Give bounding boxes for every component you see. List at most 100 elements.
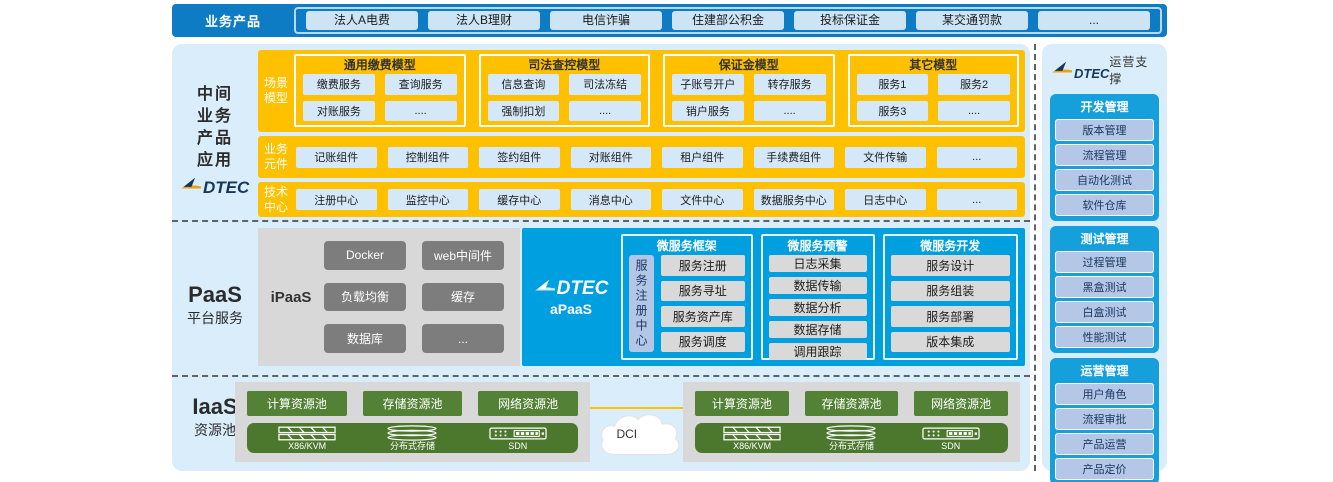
ops-item-button[interactable]: 流程管理 xyxy=(1055,144,1154,166)
microservice-button[interactable]: 日志采集 xyxy=(768,255,867,272)
tech-center-button[interactable]: ... xyxy=(936,189,1017,210)
business-product-button[interactable]: 法人B理财 xyxy=(428,11,540,30)
scene-group-title: 其它模型 xyxy=(909,58,958,72)
service-button[interactable]: 服务1 xyxy=(856,74,929,95)
service-button[interactable]: 缴费服务 xyxy=(303,74,375,95)
device-label: X86/KVM xyxy=(288,440,327,451)
service-button[interactable]: 服务2 xyxy=(938,74,1010,95)
tech-centers-label: 技术 中心 xyxy=(263,184,288,214)
dtec-logo: DTEC xyxy=(1051,60,1109,80)
resource-pool-button[interactable]: 计算资源池 xyxy=(695,391,789,416)
service-button[interactable]: 强制扣划 xyxy=(487,100,560,121)
iaas-cluster-left: 计算资源池 存储资源池 网络资源池 X86/KVM xyxy=(235,382,590,462)
ops-item-button[interactable]: 过程管理 xyxy=(1055,251,1154,273)
service-button[interactable]: 子账号开户 xyxy=(672,74,744,95)
resource-pool-button[interactable]: 网络资源池 xyxy=(478,391,579,416)
component-button[interactable]: 对账组件 xyxy=(570,146,651,168)
ipaas-service-button[interactable]: 数据库 xyxy=(324,324,406,353)
ipaas-items: Docker web中间件 负载均衡 缓存 数据库... xyxy=(324,228,520,366)
ipaas-service-button[interactable]: 负载均衡 xyxy=(324,282,406,312)
business-product-button[interactable]: 法人A电费 xyxy=(306,11,418,30)
framework-items: 服务注册服务寻址服务资产库服务调度 xyxy=(661,255,745,352)
microservice-button[interactable]: 版本集成 xyxy=(890,331,1010,352)
ops-item-button[interactable]: 白盒测试 xyxy=(1055,301,1154,323)
tech-center-button[interactable]: 日志中心 xyxy=(845,189,926,210)
resource-pool-button[interactable]: 存储资源池 xyxy=(362,391,463,416)
service-button[interactable]: 销户服务 xyxy=(672,100,744,121)
microservice-button[interactable]: 服务注册 xyxy=(661,255,745,276)
service-button[interactable]: .... xyxy=(753,100,826,121)
tech-center-button[interactable]: 缓存中心 xyxy=(479,189,560,210)
cloud-icon xyxy=(600,414,680,456)
ops-item-button[interactable]: 版本管理 xyxy=(1055,119,1154,141)
ops-item-button[interactable]: 流程审批 xyxy=(1055,408,1154,430)
resource-pool-button[interactable]: 网络资源池 xyxy=(914,391,1009,416)
ops-item-button[interactable]: 产品运营 xyxy=(1055,433,1154,455)
ops-item-button[interactable]: 产品定价 xyxy=(1055,458,1154,480)
ops-panel-title: 测试管理 xyxy=(1080,232,1129,246)
scene-models-band: 场景 模型 通用缴费模型 缴费服务 查询服务 对账服务.... 司法查控模型 信息查… xyxy=(258,50,1025,132)
microservice-button[interactable]: 服务调度 xyxy=(661,331,745,352)
tech-centers-band: 技术 中心 注册中心 监控中心 缓存中心 消息中心 文件中心 数据服务中心 日志中心... xyxy=(258,182,1025,217)
service-button[interactable]: 司法冻结 xyxy=(569,74,641,95)
service-button[interactable]: 信息查询 xyxy=(487,74,560,95)
tech-center-button[interactable]: 消息中心 xyxy=(570,189,651,210)
ops-item-button[interactable]: 自动化测试 xyxy=(1055,169,1154,191)
service-button[interactable]: 服务3 xyxy=(856,100,929,121)
resource-pool-button[interactable]: 计算资源池 xyxy=(247,391,347,416)
iaas-title-text: IaaS xyxy=(192,394,238,419)
component-button[interactable]: 租户组件 xyxy=(662,146,743,168)
tech-center-button[interactable]: 数据服务中心 xyxy=(753,189,834,210)
ipaas-service-button[interactable]: 缓存 xyxy=(422,282,504,312)
microservice-button[interactable]: 调用跟踪 xyxy=(768,343,867,360)
tech-center-button[interactable]: 监控中心 xyxy=(387,189,468,210)
scene-group-other: 其它模型 服务1 服务2 服务3.... xyxy=(847,54,1019,127)
microservice-button[interactable]: 服务设计 xyxy=(890,255,1010,276)
service-button[interactable]: 对账服务 xyxy=(303,100,375,121)
tech-center-button[interactable]: 注册中心 xyxy=(296,189,377,210)
service-button[interactable]: 转存服务 xyxy=(753,74,826,95)
component-button[interactable]: 记账组件 xyxy=(296,146,377,168)
apaas-brand: DTEC aPaaS xyxy=(529,234,613,360)
group-title: 微服务开发 xyxy=(920,239,981,253)
service-button[interactable]: .... xyxy=(384,100,457,121)
scene-group-payment: 通用缴费模型 缴费服务 查询服务 对账服务.... xyxy=(294,54,466,127)
paas-title-text: PaaS xyxy=(188,282,242,307)
ops-item-button[interactable]: 性能测试 xyxy=(1055,326,1154,348)
ops-item-button[interactable]: 用户角色 xyxy=(1055,383,1154,405)
service-button[interactable]: 查询服务 xyxy=(384,74,457,95)
business-product-button[interactable]: 投标保证金 xyxy=(794,11,906,30)
business-product-button[interactable]: 住建部公积金 xyxy=(672,11,784,30)
component-button[interactable]: 文件传输 xyxy=(845,146,926,168)
scene-models-label: 场景 模型 xyxy=(263,75,288,105)
business-product-button[interactable]: 某交通罚款 xyxy=(916,11,1028,30)
service-button[interactable]: .... xyxy=(938,100,1010,121)
ipaas-service-button[interactable]: web中间件 xyxy=(422,241,504,270)
dtec-logo: DTEC xyxy=(534,278,608,298)
component-button[interactable]: 手续费组件 xyxy=(753,146,834,168)
microservice-button[interactable]: 数据传输 xyxy=(768,277,867,294)
ops-header: DTEC 运营支撑 xyxy=(1050,51,1159,94)
ipaas-service-button[interactable]: ... xyxy=(422,324,504,353)
resource-pool-button[interactable]: 存储资源池 xyxy=(804,391,899,416)
microservice-dev-group: 微服务开发 服务设计服务组装服务部署版本集成 xyxy=(882,234,1018,360)
component-button[interactable]: 签约组件 xyxy=(479,146,560,168)
microservice-button[interactable]: 服务组装 xyxy=(890,280,1010,301)
service-button[interactable]: .... xyxy=(569,100,641,121)
component-button[interactable]: ... xyxy=(936,146,1017,168)
microservice-button[interactable]: 服务部署 xyxy=(890,306,1010,327)
microservice-button[interactable]: 数据存储 xyxy=(768,321,867,338)
microservice-button[interactable]: 数据分析 xyxy=(768,299,867,316)
tech-center-button[interactable]: 文件中心 xyxy=(662,189,743,210)
microservice-button[interactable]: 服务寻址 xyxy=(661,280,745,301)
ops-item-button[interactable]: 软件仓库 xyxy=(1055,194,1154,216)
ipaas-label: iPaaS xyxy=(270,288,312,306)
business-product-button[interactable]: ... xyxy=(1038,11,1150,30)
microservice-button[interactable]: 服务资产库 xyxy=(661,306,745,327)
business-product-button[interactable]: 电信诈骗 xyxy=(550,11,662,30)
ops-item-button[interactable]: 黑盒测试 xyxy=(1055,276,1154,298)
scene-group-title: 司法查控模型 xyxy=(528,58,601,72)
ipaas-service-button[interactable]: Docker xyxy=(324,241,406,270)
component-button[interactable]: 控制组件 xyxy=(387,146,468,168)
dci-label: DCI xyxy=(616,427,638,441)
